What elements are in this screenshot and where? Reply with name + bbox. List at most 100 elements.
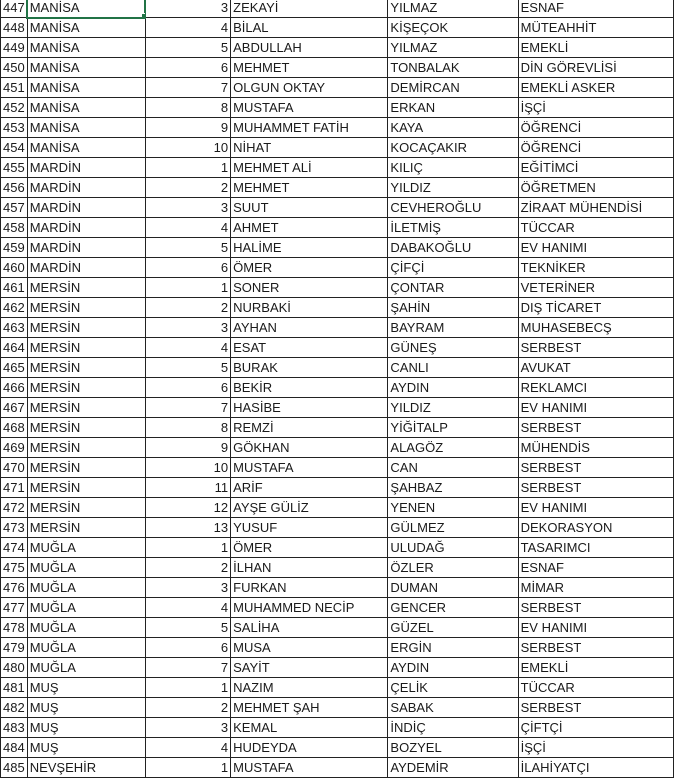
cell-name[interactable]: SUUT [230, 197, 389, 218]
cell-name[interactable]: MUSA [230, 637, 389, 658]
cell-occupation[interactable]: MUHASEBECŞ [517, 317, 674, 338]
cell-name[interactable]: KEMAL [230, 717, 389, 738]
row-number[interactable]: 468 [0, 417, 28, 438]
cell-occupation[interactable]: EV HANIMI [517, 397, 674, 418]
cell-city[interactable]: MANİSA [26, 17, 146, 38]
cell-name[interactable]: ARİF [230, 477, 389, 498]
cell-city[interactable]: MANİSA [26, 0, 147, 19]
cell-number[interactable]: 11 [144, 477, 232, 498]
cell-occupation[interactable]: İLAHİYATÇI [517, 757, 674, 778]
cell-occupation[interactable]: ZİRAAT MÜHENDİSİ [517, 197, 674, 218]
cell-city[interactable]: MUŞ [26, 677, 146, 698]
cell-occupation[interactable]: SERBEST [517, 337, 674, 358]
row-number[interactable]: 485 [0, 757, 28, 778]
cell-surname[interactable]: ERGİN [387, 637, 519, 658]
cell-occupation[interactable]: ÇİFTÇİ [517, 717, 674, 738]
cell-occupation[interactable]: EMEKLİ ASKER [517, 77, 674, 98]
cell-number[interactable]: 8 [144, 417, 232, 438]
cell-surname[interactable]: ŞAHBAZ [387, 477, 519, 498]
row-number[interactable]: 471 [0, 477, 28, 498]
row-number[interactable]: 470 [0, 457, 28, 478]
cell-name[interactable]: AYHAN [230, 317, 389, 338]
cell-surname[interactable]: DABAKOĞLU [387, 237, 519, 258]
cell-city[interactable]: MANİSA [26, 37, 146, 58]
cell-name[interactable]: ZEKAYİ [230, 0, 389, 18]
cell-occupation[interactable]: REKLAMCI [517, 377, 674, 398]
cell-surname[interactable]: ÖZLER [387, 557, 519, 578]
cell-surname[interactable]: CEVHEROĞLU [387, 197, 519, 218]
cell-surname[interactable]: ULUDAĞ [387, 537, 519, 558]
cell-name[interactable]: ESAT [230, 337, 389, 358]
cell-name[interactable]: MUSTAFA [230, 457, 389, 478]
cell-name[interactable]: BEKİR [230, 377, 389, 398]
cell-name[interactable]: HASİBE [230, 397, 389, 418]
cell-occupation[interactable]: EMEKLİ [517, 657, 674, 678]
fill-handle[interactable] [140, 13, 145, 17]
row-number[interactable]: 459 [0, 237, 28, 258]
cell-occupation[interactable]: AVUKAT [517, 357, 674, 378]
cell-city[interactable]: MERSİN [26, 317, 146, 338]
cell-occupation[interactable]: EV HANIMI [517, 237, 674, 258]
row-number[interactable]: 476 [0, 577, 28, 598]
cell-number[interactable]: 8 [144, 97, 232, 118]
row-number[interactable]: 448 [0, 17, 28, 38]
cell-surname[interactable]: YILMAZ [387, 0, 519, 18]
row-number[interactable]: 475 [0, 557, 28, 578]
row-number[interactable]: 474 [0, 537, 28, 558]
cell-city[interactable]: MERSİN [26, 337, 146, 358]
cell-city[interactable]: MANİSA [26, 97, 146, 118]
row-number[interactable]: 477 [0, 597, 28, 618]
cell-number[interactable]: 3 [144, 197, 232, 218]
cell-occupation[interactable]: ÖĞRENCİ [517, 117, 674, 138]
cell-name[interactable]: AYŞE GÜLİZ [230, 497, 389, 518]
row-number[interactable]: 453 [0, 117, 28, 138]
row-number[interactable]: 469 [0, 437, 28, 458]
cell-name[interactable]: MUHAMMED NECİP [230, 597, 389, 618]
cell-name[interactable]: MUSTAFA [230, 757, 389, 778]
row-number[interactable]: 462 [0, 297, 28, 318]
cell-name[interactable]: BURAK [230, 357, 389, 378]
cell-number[interactable]: 12 [144, 497, 232, 518]
cell-surname[interactable]: KOCAÇAKIR [387, 137, 519, 158]
row-number[interactable]: 484 [0, 737, 28, 758]
cell-name[interactable]: REMZİ [230, 417, 389, 438]
cell-city[interactable]: MERSİN [26, 477, 146, 498]
cell-city[interactable]: MUĞLA [26, 597, 146, 618]
cell-number[interactable]: 10 [144, 457, 232, 478]
cell-name[interactable]: GÖKHAN [230, 437, 389, 458]
cell-surname[interactable]: GENCER [387, 597, 519, 618]
cell-city[interactable]: MERSİN [26, 437, 146, 458]
cell-city[interactable]: MANİSA [26, 137, 146, 158]
cell-occupation[interactable]: EV HANIMI [517, 617, 674, 638]
cell-number[interactable]: 2 [144, 177, 232, 198]
cell-surname[interactable]: AYDEMİR [387, 757, 519, 778]
cell-surname[interactable]: TONBALAK [387, 57, 519, 78]
cell-name[interactable]: ÖMER [230, 537, 389, 558]
cell-surname[interactable]: AYDIN [387, 657, 519, 678]
cell-city[interactable]: MUĞLA [26, 537, 146, 558]
cell-number[interactable]: 6 [144, 57, 232, 78]
cell-surname[interactable]: ÇELİK [387, 677, 519, 698]
cell-occupation[interactable]: SERBEST [517, 417, 674, 438]
cell-number[interactable]: 4 [144, 17, 232, 38]
cell-name[interactable]: SONER [230, 277, 389, 298]
row-number[interactable]: 450 [0, 57, 28, 78]
cell-surname[interactable]: YILDIZ [387, 177, 519, 198]
cell-occupation[interactable]: DİN GÖREVLİSİ [517, 57, 674, 78]
cell-surname[interactable]: YENEN [387, 497, 519, 518]
cell-surname[interactable]: KAYA [387, 117, 519, 138]
cell-name[interactable]: NİHAT [230, 137, 389, 158]
cell-surname[interactable]: ALAGÖZ [387, 437, 519, 458]
cell-number[interactable]: 3 [144, 317, 232, 338]
row-number[interactable]: 457 [0, 197, 28, 218]
cell-number[interactable]: 1 [144, 757, 232, 778]
row-number[interactable]: 466 [0, 377, 28, 398]
cell-number[interactable]: 13 [144, 517, 232, 538]
cell-number[interactable]: 4 [144, 737, 232, 758]
cell-city[interactable]: MARDİN [26, 157, 146, 178]
cell-city[interactable]: MUĞLA [26, 617, 146, 638]
cell-city[interactable]: MERSİN [26, 457, 146, 478]
cell-surname[interactable]: SABAK [387, 697, 519, 718]
cell-surname[interactable]: GÜZEL [387, 617, 519, 638]
cell-city[interactable]: MERSİN [26, 357, 146, 378]
